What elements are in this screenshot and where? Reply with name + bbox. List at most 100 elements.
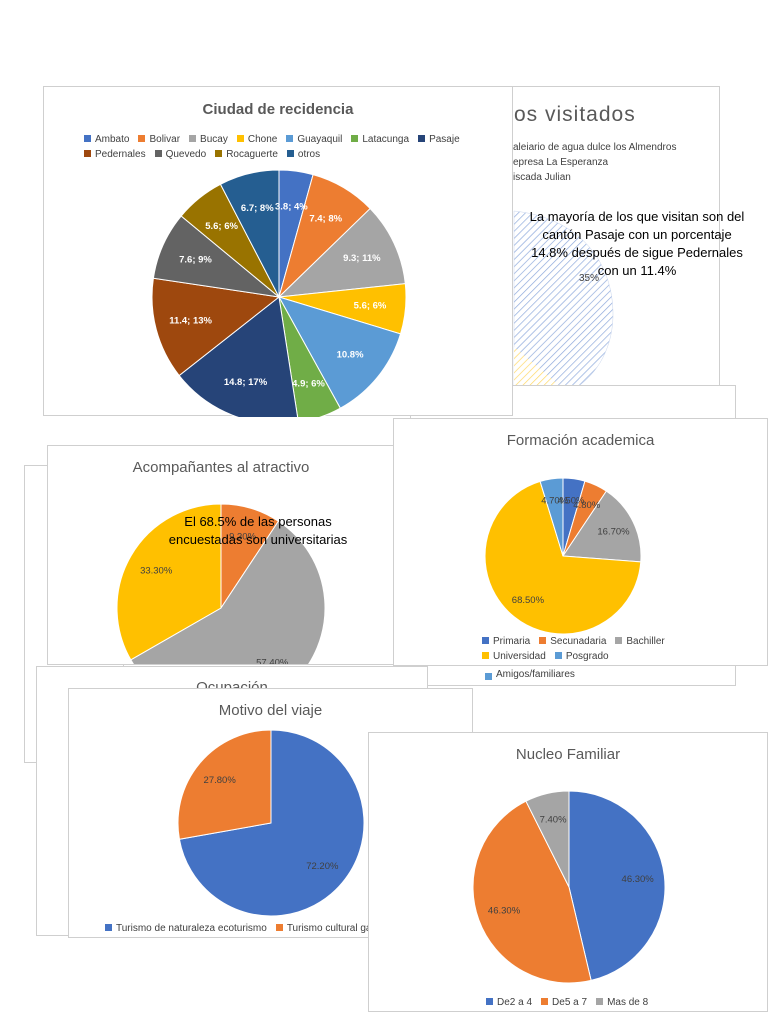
- data-label-de2-a-4: 46.30%: [622, 874, 655, 885]
- legend-label: Posgrado: [565, 651, 609, 662]
- legend-label: Universidad: [493, 651, 546, 662]
- legend-swatch: [596, 998, 604, 1005]
- amigos-label: Amigos/familiares: [496, 669, 575, 680]
- ciudad-title: Ciudad de recidencia: [202, 101, 354, 118]
- nucleo-title: Nucleo Familiar: [515, 746, 621, 763]
- data-label-latacunga: 4.9; 6%: [292, 379, 325, 390]
- slice-bachiller: [562, 490, 642, 563]
- slice-universidad: [484, 480, 642, 635]
- formacion-note: El 68.5% de las personas encuestadas son…: [168, 514, 348, 547]
- legend-label: Secunadaria: [550, 636, 607, 647]
- slice-turismo-de-naturaleza-ecoturismo: [178, 729, 365, 917]
- legend-label: Mas de 8: [607, 997, 649, 1008]
- slice-pedernales: [151, 277, 281, 377]
- legend-label: Chone: [247, 134, 278, 145]
- slice-amigos: [130, 520, 326, 664]
- legend-swatch: [541, 998, 549, 1005]
- legend-item-bucay: Bucay: [189, 132, 228, 147]
- motivo-legend: Turismo de naturaleza ecoturismo Turismo …: [105, 921, 475, 936]
- slice-guayaquil: [277, 296, 402, 409]
- formacion-pie: 4.50%4.80% 16.70% 68.50% 4.70%: [484, 477, 642, 635]
- legend-label: Bolivar: [149, 134, 181, 145]
- formacion-legend: Primaria Secunadaria Bachiller Universidad P…: [482, 634, 732, 664]
- legend-swatch: [418, 135, 426, 142]
- ciudad-chart-panel: Ciudad de recidencia Ambato Bolivar Bucay C…: [43, 86, 513, 417]
- data-label-de5-a-7: 46.30%: [488, 906, 521, 917]
- sitios-pct-big: 35%: [579, 273, 600, 284]
- formacion-title: Formación academica: [506, 432, 655, 449]
- sitios-title: os visitados: [514, 103, 636, 126]
- legend-swatch: [84, 150, 91, 157]
- slice-de5-a-7: [472, 800, 592, 984]
- legend-swatch: [236, 135, 244, 142]
- legend-label: otros: [297, 149, 321, 160]
- legend-label: Latacunga: [362, 134, 410, 145]
- legend-swatch: [615, 637, 623, 644]
- data-label-bolivar: 7.4; 8%: [309, 213, 342, 224]
- legend-label: Guayaquil: [297, 134, 343, 145]
- legend-label: Primaria: [493, 636, 531, 647]
- legend-label: Quevedo: [165, 149, 207, 160]
- legend-item-turismo-cultural-gastronimico: Turismo cultural gastronimico: [275, 921, 418, 936]
- legend-swatch: [486, 998, 493, 1005]
- ciudad-pie: 3.8; 4%7.4; 8% 9.3; 11% 5.6; 6% 10.8% 4.9; 6…: [151, 169, 407, 417]
- legend-swatch: [539, 637, 547, 644]
- legend-swatch: [482, 637, 489, 644]
- legend-item-pasaje: Pasaje: [418, 132, 460, 147]
- legend-item-guayaquil: Guayaquil: [286, 132, 342, 147]
- slice-pasaje: [178, 296, 299, 417]
- slice-latacunga: [278, 296, 342, 417]
- data-label-amigos: 57.40%: [256, 658, 289, 665]
- data-label-primaria: 4.50%: [558, 495, 585, 506]
- acompanantes-chart-panel: Acompañantes al atractivo 9.30% 57.40% 33.…: [47, 445, 395, 665]
- slice-posgrado: [539, 477, 564, 557]
- legend-item-posgrado: Posgrado: [554, 649, 609, 664]
- legend-label: Bucay: [200, 134, 228, 145]
- data-label-quevedo: 7.6; 9%: [179, 255, 212, 266]
- legend-item-ambato: Ambato: [84, 132, 129, 147]
- data-label-posgrado: 4.70%: [541, 495, 568, 506]
- slice-turismo-cultural-gastronimico: [177, 729, 272, 840]
- legend-item-turismo-de-naturaleza-ecoturismo: Turismo de naturaleza ecoturismo: [105, 921, 267, 936]
- legend-item-mas-de-8: Mas de 8: [596, 995, 648, 1010]
- legend-swatch: [351, 135, 359, 142]
- legend-label: Turismo cultural gastronimico: [286, 923, 418, 934]
- data-label-secunadaria: 4.80%: [573, 500, 600, 511]
- legend-item-latacunga: Latacunga: [351, 132, 409, 147]
- data-label-otros: 6.7; 8%: [241, 203, 274, 214]
- slice-amigos-familiares: [116, 503, 222, 661]
- legend-item-rocaguerte: Rocaguerte: [215, 147, 278, 162]
- legend-swatch: [84, 135, 91, 142]
- legend-item-secunadaria: Secunadaria: [539, 634, 606, 649]
- motivo-title: Motivo del viaje: [218, 702, 323, 719]
- legend-item-pedernales: Pedernales: [84, 147, 146, 162]
- legend-label: Rocaguerte: [226, 149, 278, 160]
- data-label-turismo-de-naturaleza-ecoturismo: 72.20%: [306, 861, 339, 872]
- legend-item-de2-a-4: De2 a 4: [486, 995, 532, 1010]
- legend-swatch: [275, 924, 283, 931]
- data-label-bucay: 9.3; 11%: [343, 253, 381, 264]
- data-label-universidad: 68.50%: [512, 595, 545, 606]
- legend-swatch: [154, 150, 162, 157]
- legend-item-bachiller: Bachiller: [615, 634, 665, 649]
- data-label-amigos-familiares: 33.30%: [140, 565, 173, 576]
- motivo-pie: 72.20% 27.80%: [177, 729, 365, 917]
- ciudad-note: La mayoría de los que visitan son del ca…: [529, 209, 745, 278]
- legend-item-bolivar: Bolivar: [138, 132, 180, 147]
- legend-item-de5-a-7: De5 a 7: [541, 995, 587, 1010]
- legend-swatch: [215, 150, 223, 157]
- legend-label: Turismo de naturaleza ecoturismo: [116, 923, 267, 934]
- nucleo-legend: De2 a 4 De5 a 7 Mas de 8: [486, 995, 746, 1010]
- legend-label: De5 a 7: [552, 997, 588, 1008]
- data-label-pasaje: 14.8; 17%: [224, 377, 268, 388]
- ciudad-legend: Ambato Bolivar Bucay Chone Guayaquil Latacung…: [84, 132, 504, 162]
- legend-label: Pasaje: [429, 134, 460, 145]
- legend-item-primaria: Primaria: [482, 634, 530, 649]
- sitios-slice-blue: [513, 210, 614, 417]
- legend-item-otros: otros: [286, 147, 321, 162]
- amigos-panel: Amigos/familiares: [395, 664, 736, 686]
- slice-otros: [219, 169, 280, 298]
- data-label-guayaquil: 10.8%: [337, 350, 364, 361]
- legend-swatch: [554, 652, 562, 659]
- legend-label: De2 a 4: [497, 997, 533, 1008]
